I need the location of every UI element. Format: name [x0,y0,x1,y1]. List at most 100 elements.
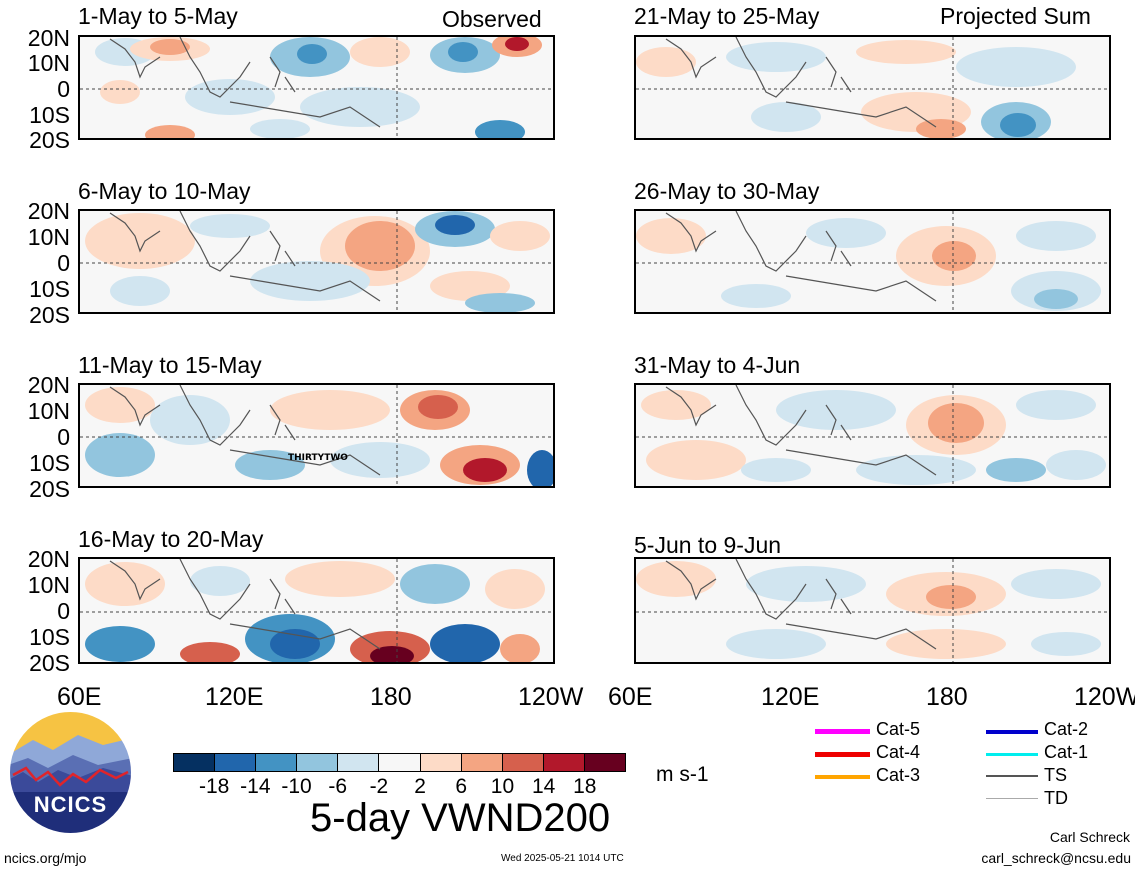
lat-label: 10S [29,624,70,650]
lon-label: 120E [205,683,264,711]
observed-label: Observed [442,6,542,32]
lon-label: 120W [1074,683,1135,711]
lat-label: 10N [27,572,70,598]
legend-label: TS [1044,765,1068,785]
colorbar-swatch [460,754,502,771]
panel-title: 11-May to 15-May [78,352,262,378]
colorbar-tick-label: 14 [531,775,556,798]
lat-label: 10S [29,276,70,302]
wind-anomaly-field: THIRTYTWO [80,385,553,486]
logo-text: NCICS [33,792,108,817]
lat-label: 10N [27,398,70,424]
wind-anomaly-field [80,37,553,138]
map-panel-3: THIRTYTWO [78,383,555,488]
colorbar-swatch [337,754,379,771]
lat-label: 20N [27,198,70,224]
panel-title: 26-May to 30-May [634,178,820,204]
panel-title: 21-May to 25-May [634,3,820,29]
lat-label: 20S [29,127,70,153]
legend-label: Cat-3 [876,765,921,785]
footer-author: Carl Schreck [1049,829,1130,845]
colorbar-tick-label: 2 [414,775,426,798]
colorbar-tick-label: 10 [490,775,515,798]
colorbar-tick-label: -14 [240,775,271,798]
colorbar-swatch [255,754,297,771]
colorbar [173,753,626,772]
ncics-logo: NCICS [8,710,133,835]
colorbar-swatch [583,754,626,771]
wind-anomaly-field [80,211,553,312]
lon-label: 60E [608,683,653,711]
storm-track-label: THIRTYTWO [288,453,348,463]
legend-label: Cat-2 [1044,719,1089,739]
legend-line-cat4 [815,752,870,757]
footer-email: carl_schreck@ncsu.edu [981,850,1131,866]
ncics-logo-icon [9,711,132,834]
lon-label: 180 [926,683,968,711]
colorbar-swatch [501,754,543,771]
lat-label: 20N [27,25,70,51]
colorbar-tick-label: 18 [573,775,597,798]
legend-line-cat2 [986,730,1038,734]
legend-line-cat5 [815,729,870,734]
lat-label: 10S [29,450,70,476]
wind-anomaly-field [636,385,1109,486]
colorbar-tick-label: -10 [281,775,312,798]
legend-line-td [986,798,1038,799]
colorbar-swatch [296,754,338,771]
map-panel-5 [634,35,1111,140]
colorbar-units: m s-1 [656,763,709,786]
colorbar-swatch [174,754,215,771]
lat-label: 10N [27,50,70,76]
wind-anomaly-field [636,211,1109,312]
colorbar-tick-label: 6 [455,775,468,798]
lat-label: 20N [27,372,70,398]
legend-label: TD [1044,788,1068,808]
lat-label: 0 [57,424,70,450]
panel-title: 31-May to 4-Jun [634,352,801,378]
legend-label: Cat-1 [1044,742,1089,762]
projected-sum-label: Projected Sum [940,3,1091,29]
colorbar-swatch [214,754,256,771]
map-panel-2 [78,209,555,314]
colorbar-swatch [542,754,584,771]
wind-anomaly-field [636,559,1109,662]
lat-label: 20S [29,476,70,502]
lon-label: 60E [57,683,102,711]
lat-label: 20S [29,650,70,676]
lat-label: 0 [57,598,70,624]
lon-label: 120E [761,683,820,711]
legend-label: Cat-4 [876,742,921,762]
lon-label: 120W [518,683,584,711]
map-panel-7 [634,383,1111,488]
map-panel-4 [78,557,555,664]
panel-title: 6-May to 10-May [78,178,251,204]
legend-label: Cat-5 [876,719,921,739]
map-panel-1 [78,35,555,140]
footer-timestamp: Wed 2025-05-21 1014 UTC [501,853,624,864]
map-panel-8 [634,557,1111,664]
main-title: 5-day VWND200 [310,796,611,840]
panel-title: 1-May to 5-May [78,3,238,29]
colorbar-swatch [378,754,420,771]
colorbar-swatch [419,754,461,771]
wind-anomaly-field [80,559,553,662]
map-panel-6 [634,209,1111,314]
lon-label: 180 [370,683,412,711]
panel-title: 5-Jun to 9-Jun [634,532,782,558]
colorbar-tick-label: -18 [198,775,230,798]
legend-line-cat3 [815,775,870,779]
legend-line-ts [986,775,1038,777]
footer-url: ncics.org/mjo [4,850,87,866]
lat-label: 0 [57,250,70,276]
legend-line-cat1 [986,753,1038,756]
colorbar-tick-label: -2 [369,775,389,798]
lat-label: 10N [27,224,70,250]
lat-label: 0 [57,76,70,102]
lat-label: 10S [29,102,70,128]
colorbar-tick-label: -6 [328,775,348,798]
lat-label: 20N [27,546,70,572]
panel-title: 16-May to 20-May [78,526,264,552]
wind-anomaly-field [636,37,1109,138]
lat-label: 20S [29,302,70,328]
